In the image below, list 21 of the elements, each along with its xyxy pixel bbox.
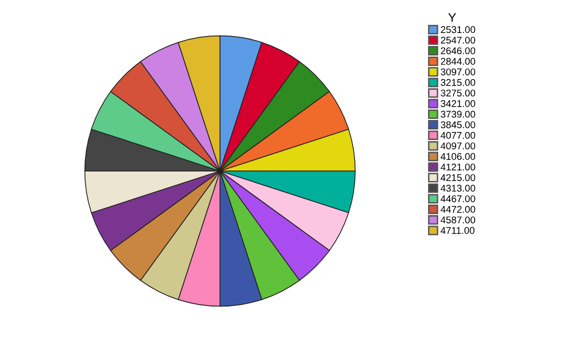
legend-label: 4106.00 (440, 153, 476, 160)
legend-title: Y (448, 13, 456, 22)
legend-label: 2531.00 (440, 26, 476, 34)
legend-label: 4711.00 (440, 227, 474, 234)
legend-label: 3097.00 (440, 68, 476, 76)
legend-label: 3845.00 (440, 121, 476, 128)
legend-label: 4467.00 (440, 195, 476, 202)
legend-label: 3421.00 (440, 100, 476, 108)
legend-label: 4472.00 (440, 206, 476, 213)
legend-label: 3215.00 (440, 79, 476, 86)
legend-label: 4313.00 (440, 184, 476, 192)
legend-label: 2547.00 (440, 36, 476, 44)
legend-label: 3739.00 (440, 110, 476, 118)
legend-label: 4587.00 (440, 216, 476, 224)
legend-label: 4215.00 (440, 174, 476, 182)
legend-label: 2646.00 (440, 47, 476, 54)
legend-label: 2844.00 (440, 58, 476, 65)
legend-label: 3275.00 (440, 90, 476, 96)
legend-label: 4121.00 (440, 164, 476, 170)
legend-label: 4077.00 (440, 132, 476, 139)
legend-label: 4097.00 (440, 142, 476, 150)
